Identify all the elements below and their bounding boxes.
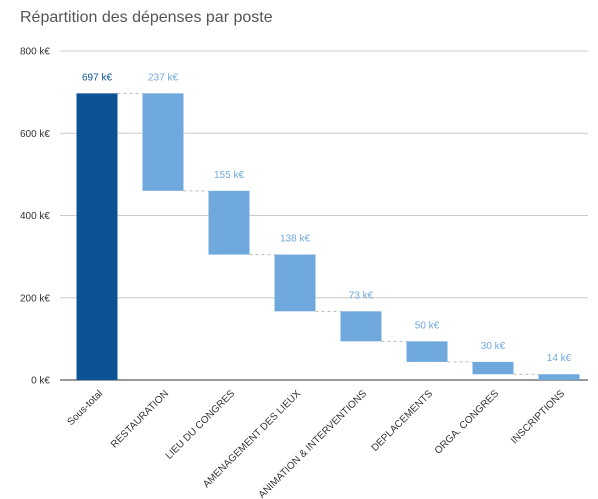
y-tick-label: 600 k€ xyxy=(20,129,50,140)
bar-3 xyxy=(274,254,316,312)
data-label: 73 k€ xyxy=(349,290,374,301)
data-labels: 697 k€ 237 k€ 155 k€ 138 k€ 73 k€ 50 k€ 30 k€ 1… xyxy=(82,72,572,364)
x-tick-label: ANIMATION & INTERVENTIONS xyxy=(257,388,370,499)
data-label: 138 k€ xyxy=(280,234,310,245)
y-tick-label: 0 k€ xyxy=(31,376,50,387)
connectors xyxy=(117,92,539,375)
grid-lines xyxy=(60,50,588,381)
x-tick-label: Sous-total xyxy=(66,388,106,428)
bar-7 xyxy=(538,374,580,380)
x-tick-label: ORGA. CONGRES xyxy=(433,388,502,457)
data-label: 697 k€ xyxy=(82,72,112,83)
bars xyxy=(76,93,580,380)
y-tick-label: 400 k€ xyxy=(20,211,50,222)
x-tick-label: DEPLACEMENTS xyxy=(370,388,436,454)
data-label: 155 k€ xyxy=(214,170,244,181)
data-label: 30 k€ xyxy=(481,341,506,352)
y-axis: 0 k€ 200 k€ 400 k€ 600 k€ 800 k€ xyxy=(20,47,50,387)
data-label: 50 k€ xyxy=(415,320,440,331)
bar-6 xyxy=(472,361,514,375)
bar-2 xyxy=(208,190,250,255)
chart-title: Répartition des dépenses par poste xyxy=(20,9,273,26)
x-tick-label: RESTAURATION xyxy=(109,388,171,450)
y-tick-label: 800 k€ xyxy=(20,47,50,58)
x-tick-label: INSCRIPTIONS xyxy=(509,388,567,446)
data-label: 14 k€ xyxy=(547,353,572,364)
data-label: 237 k€ xyxy=(148,72,178,83)
y-tick-label: 200 k€ xyxy=(20,293,50,304)
bar-0 xyxy=(76,93,118,380)
bar-4 xyxy=(340,311,382,342)
bar-1 xyxy=(142,93,184,191)
bar-5 xyxy=(406,341,448,362)
x-tick-label: LIEU DU CONGRES xyxy=(164,388,238,462)
